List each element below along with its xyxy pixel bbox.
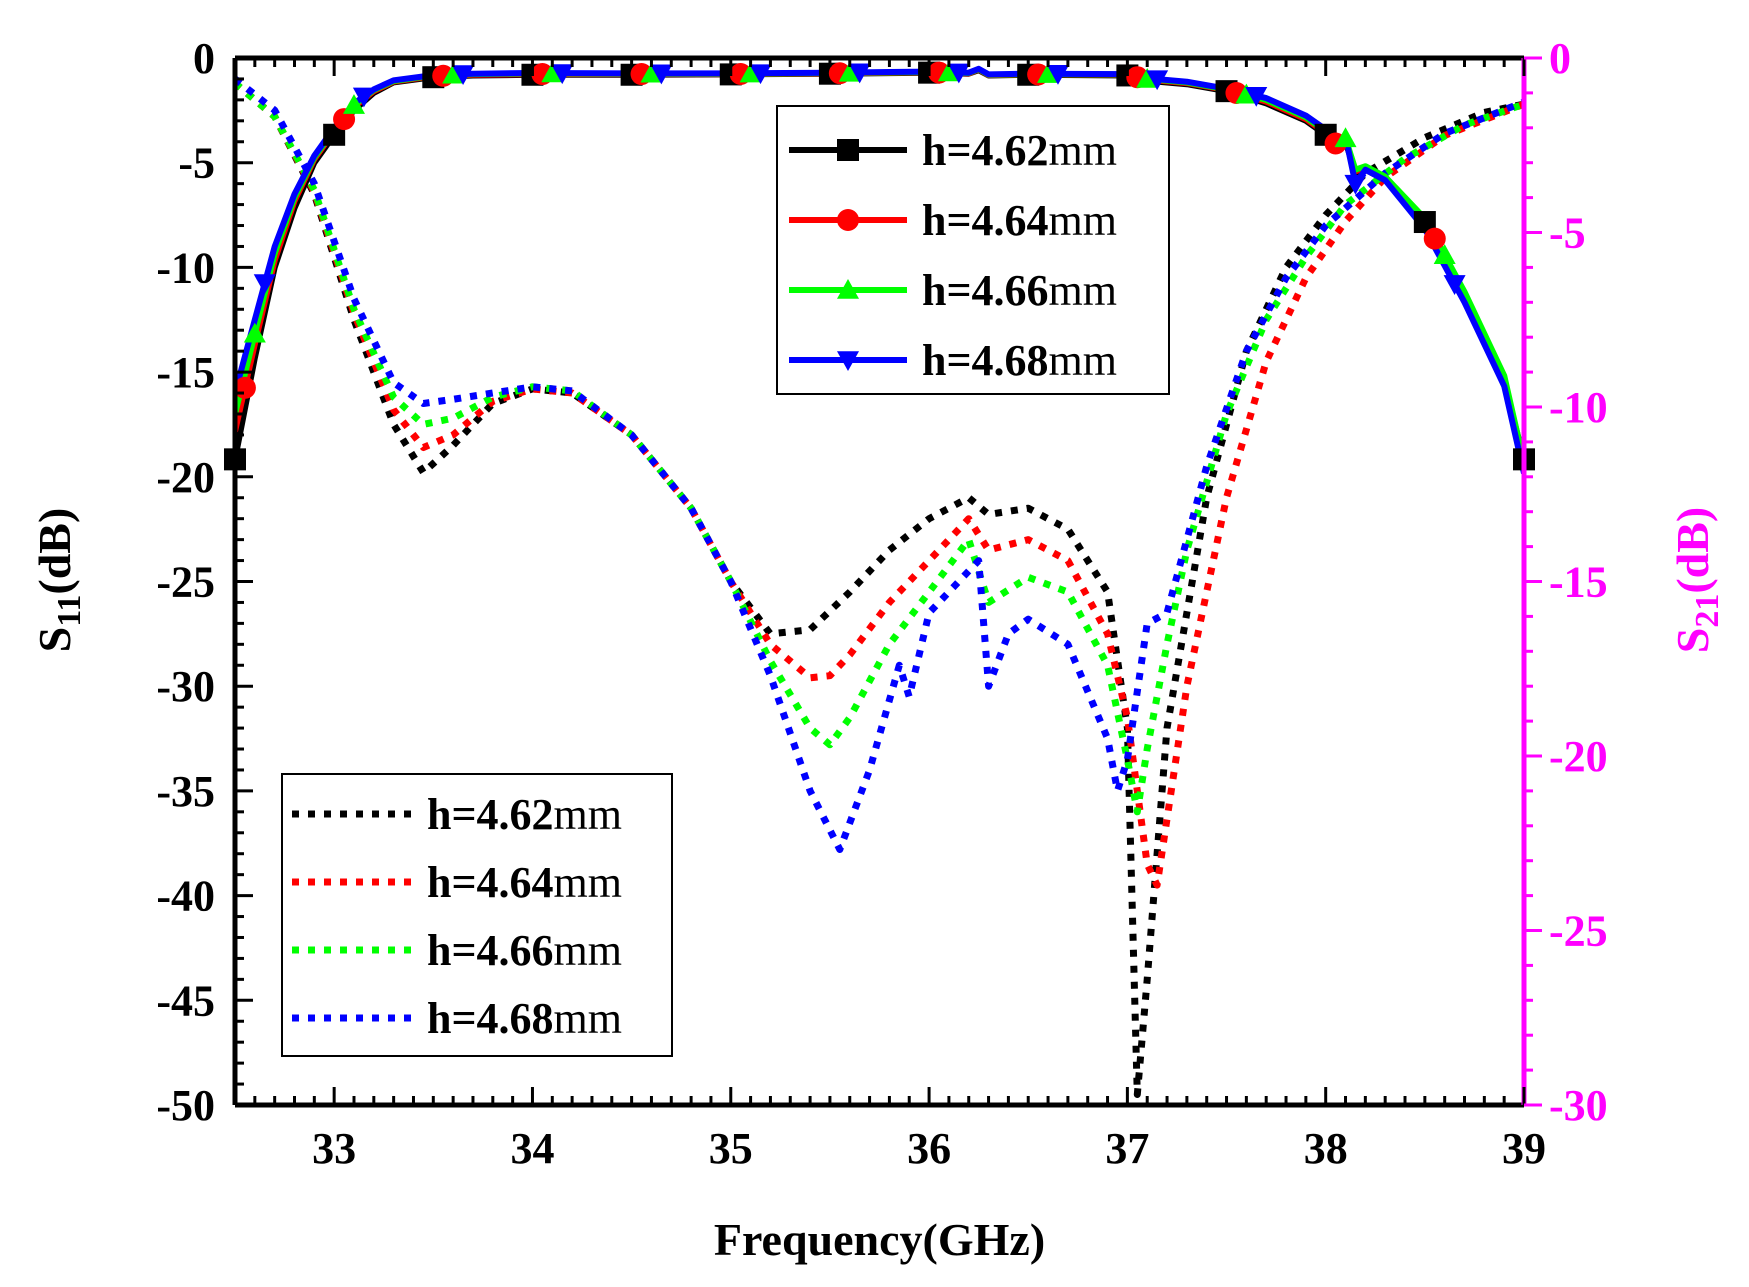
x-axis-title: Frequency(GHz) bbox=[714, 1214, 1045, 1265]
s21-data-point bbox=[1146, 70, 1169, 91]
left-y-tick-label: -50 bbox=[156, 1081, 215, 1130]
s21-legend-marker bbox=[837, 209, 859, 231]
right-y-tick-label: -5 bbox=[1549, 209, 1586, 258]
s11-legend-label: h=4.64mm bbox=[427, 858, 622, 907]
left-y-tick-label: -5 bbox=[178, 139, 215, 188]
x-tick-label: 34 bbox=[510, 1124, 554, 1173]
left-y-tick-label: -20 bbox=[156, 453, 215, 502]
left-y-tick-label: -15 bbox=[156, 348, 215, 397]
s11-series-line bbox=[235, 76, 1524, 853]
s21-data-point bbox=[1245, 86, 1268, 107]
x-tick-label: 33 bbox=[312, 1124, 356, 1173]
s21-data-point bbox=[551, 64, 574, 85]
left-y-axis-title: S11(dB) bbox=[29, 508, 88, 653]
s21-legend-label: h=4.68mm bbox=[922, 336, 1117, 385]
s21-data-point bbox=[739, 62, 762, 83]
s21-data-point bbox=[650, 64, 673, 85]
x-tick-label: 39 bbox=[1502, 1124, 1546, 1173]
s21-data-point bbox=[323, 123, 346, 146]
s21-data-point bbox=[937, 61, 960, 82]
x-tick-label: 36 bbox=[907, 1124, 951, 1173]
right-y-tick-label: -10 bbox=[1549, 383, 1608, 432]
s21-data-point bbox=[352, 87, 375, 108]
s21-data-point bbox=[1344, 174, 1367, 195]
right-y-tick-label: -20 bbox=[1549, 732, 1608, 781]
s21-data-point bbox=[749, 64, 772, 85]
x-tick-label: 38 bbox=[1304, 1124, 1348, 1173]
s21-data-point bbox=[640, 62, 663, 83]
s21-data-point bbox=[342, 94, 365, 114]
s21-data-point bbox=[1046, 65, 1069, 85]
s21-data-point bbox=[253, 274, 276, 295]
right-y-tick-label: 0 bbox=[1549, 34, 1571, 83]
s21-data-point bbox=[947, 63, 970, 84]
s11-legend-label: h=4.66mm bbox=[427, 926, 622, 975]
s11-legend-box bbox=[281, 773, 673, 1057]
s21-data-point bbox=[1413, 211, 1436, 234]
s11-legend-label: h=4.62mm bbox=[427, 790, 622, 839]
s21-data-point bbox=[1433, 244, 1456, 264]
s21-data-point bbox=[1136, 67, 1159, 88]
x-tick-label: 37 bbox=[1105, 1124, 1149, 1173]
left-y-tick-label: -30 bbox=[156, 662, 215, 711]
s21-data-point bbox=[1037, 63, 1060, 83]
left-y-tick-label: -10 bbox=[156, 243, 215, 292]
s21-legend-marker bbox=[837, 279, 859, 299]
s21-data-point bbox=[442, 63, 465, 84]
right-y-tick-label: -25 bbox=[1549, 907, 1608, 956]
s21-data-point bbox=[848, 63, 871, 84]
left-y-tick-label: 0 bbox=[193, 34, 215, 83]
s21-data-point bbox=[1334, 127, 1357, 148]
s21-axis-title: S21(dB) bbox=[1667, 507, 1726, 654]
s21-data-point bbox=[838, 61, 861, 82]
left-y-tick-label: -45 bbox=[156, 976, 215, 1025]
s21-data-point bbox=[243, 322, 266, 343]
s21-data-point bbox=[452, 65, 475, 86]
s21-data-point bbox=[1423, 227, 1446, 250]
left-y-tick-label: -25 bbox=[156, 558, 215, 607]
s21-data-point bbox=[1443, 275, 1466, 295]
s21-legend-label: h=4.62mm bbox=[922, 126, 1117, 175]
s21-legend-label: h=4.66mm bbox=[922, 266, 1117, 315]
s11-legend-label: h=4.68mm bbox=[427, 994, 622, 1043]
right-y-tick-label: -30 bbox=[1549, 1081, 1608, 1130]
x-tick-label: 35 bbox=[709, 1124, 753, 1173]
s11-series-line bbox=[235, 80, 1524, 1098]
s21-legend-marker bbox=[837, 139, 859, 161]
s21-data-point bbox=[541, 62, 564, 83]
s21-legend-label: h=4.64mm bbox=[922, 196, 1117, 245]
s21-legend-marker bbox=[837, 351, 859, 371]
left-y-tick-label: -35 bbox=[156, 767, 215, 816]
s11-series-line bbox=[235, 80, 1524, 889]
left-y-tick-label: -40 bbox=[156, 872, 215, 921]
right-y-tick-label: -15 bbox=[1549, 558, 1608, 607]
